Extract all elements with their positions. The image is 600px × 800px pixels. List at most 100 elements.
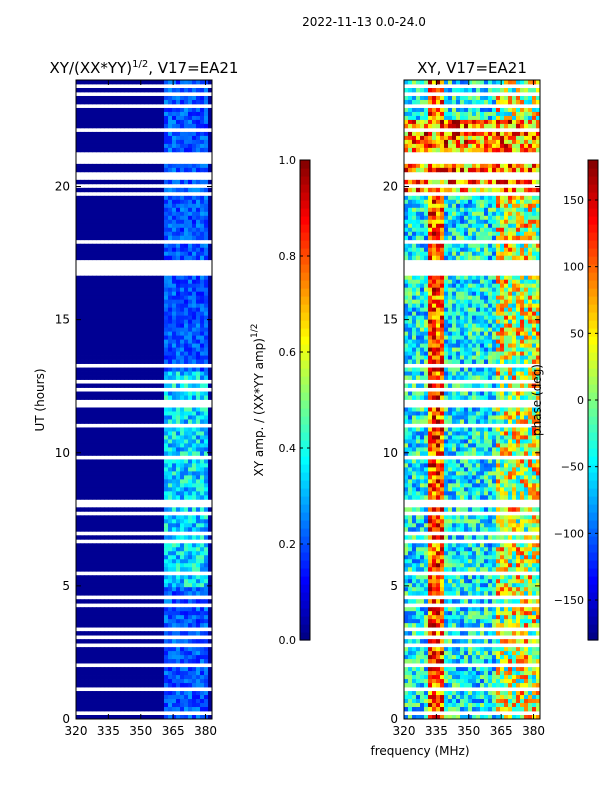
amplitude-cell	[200, 583, 205, 588]
amplitude-cell	[152, 667, 157, 672]
amplitude-cell	[144, 131, 149, 137]
colorbar-cell	[300, 232, 310, 241]
amplitude-cell	[148, 679, 153, 684]
amplitude-cell	[136, 667, 141, 672]
amplitude-cell	[76, 231, 81, 237]
amplitude-cell	[116, 527, 121, 532]
amplitude-cell	[136, 211, 141, 217]
colorbar-cell	[300, 352, 310, 361]
amplitude-cell	[192, 99, 197, 105]
amplitude-cell	[200, 291, 205, 297]
amplitude-cell	[128, 451, 133, 456]
amplitude-cell	[100, 119, 105, 125]
amplitude-cell	[160, 231, 165, 237]
phase-cell	[404, 119, 409, 125]
amplitude-cell	[96, 515, 101, 520]
amplitude-cell	[112, 623, 117, 628]
phase-cell	[452, 187, 457, 193]
amplitude-cell	[200, 507, 205, 512]
amplitude-cell	[160, 299, 165, 305]
amplitude-cell	[140, 295, 145, 301]
amplitude-cell	[164, 123, 169, 129]
amplitude-cell	[76, 563, 81, 568]
amplitude-cell	[168, 371, 173, 376]
amplitude-cell	[124, 547, 129, 552]
amplitude-cell	[148, 355, 153, 360]
amplitude-cell	[124, 443, 129, 448]
amplitude-cell	[200, 619, 205, 624]
amplitude-cell	[140, 471, 145, 476]
amplitude-title-exponent: 1/2	[132, 59, 148, 70]
amplitude-cell	[84, 139, 89, 145]
amplitude-cell	[136, 579, 141, 584]
amplitude-cell	[184, 167, 189, 173]
phase-cell	[408, 187, 413, 193]
amplitude-cell	[112, 547, 117, 552]
amplitude-cell	[132, 467, 137, 472]
amplitude-cell	[132, 307, 137, 313]
amplitude-cell	[192, 527, 197, 532]
amplitude-cell	[104, 287, 109, 293]
amplitude-cell	[124, 491, 129, 496]
phase-cell	[408, 99, 413, 105]
amplitude-cell	[108, 583, 113, 588]
amplitude-cell	[180, 235, 185, 241]
y-tick-label: 5	[62, 579, 70, 593]
colorbar-cell	[300, 336, 310, 345]
amplitude-cell	[176, 591, 181, 596]
amplitude-cell	[156, 163, 161, 169]
amplitude-cell	[120, 475, 125, 480]
amplitude-cell	[132, 523, 137, 528]
amplitude-cell	[204, 163, 209, 169]
amplitude-cell	[192, 135, 197, 141]
amplitude-cell	[128, 187, 133, 193]
phase-cell	[536, 179, 541, 185]
amplitude-cell	[124, 407, 129, 412]
amplitude-cell	[160, 311, 165, 317]
phase-cell	[436, 167, 441, 173]
phase-cell	[508, 119, 513, 125]
amplitude-cell	[192, 507, 197, 512]
phase-cell	[424, 187, 429, 193]
amplitude-cell	[188, 579, 193, 584]
amplitude-cell	[200, 447, 205, 452]
phase-cell	[512, 99, 517, 105]
amplitude-cell	[140, 303, 145, 309]
amplitude-cell	[192, 291, 197, 297]
amplitude-cell	[100, 307, 105, 313]
amplitude-cell	[148, 319, 153, 325]
amplitude-cell	[104, 671, 109, 676]
amplitude-cell	[128, 439, 133, 444]
amplitude-cell	[172, 195, 177, 201]
amplitude-cell	[116, 247, 121, 253]
amplitude-cell	[116, 451, 121, 456]
amplitude-cell	[128, 371, 133, 376]
amplitude-cell	[204, 547, 209, 552]
amplitude-cell	[180, 211, 185, 217]
amplitude-cell	[164, 515, 169, 520]
amplitude-cell	[104, 203, 109, 209]
amplitude-cell	[124, 535, 129, 540]
amplitude-cell	[144, 411, 149, 416]
amplitude-cell	[200, 527, 205, 532]
amplitude-cell	[200, 107, 205, 113]
amplitude-cell	[208, 123, 213, 129]
amplitude-cell	[132, 599, 137, 604]
amplitude-cell	[132, 611, 137, 616]
phase-cell	[524, 131, 529, 137]
amplitude-cell	[116, 431, 121, 436]
amplitude-cell	[140, 315, 145, 321]
amplitude-cell	[152, 335, 157, 340]
amplitude-cell	[104, 647, 109, 652]
amplitude-cell	[208, 655, 213, 660]
amplitude-cell	[104, 243, 109, 249]
amplitude-cell	[208, 119, 213, 125]
phase-cell	[492, 139, 497, 145]
amplitude-cell	[148, 199, 153, 205]
phase-cell	[460, 95, 465, 101]
amplitude-cell	[184, 219, 189, 225]
amplitude-cell	[188, 555, 193, 560]
amplitude-cell	[208, 451, 213, 456]
amplitude-cell	[152, 415, 157, 420]
amplitude-cell	[148, 123, 153, 129]
